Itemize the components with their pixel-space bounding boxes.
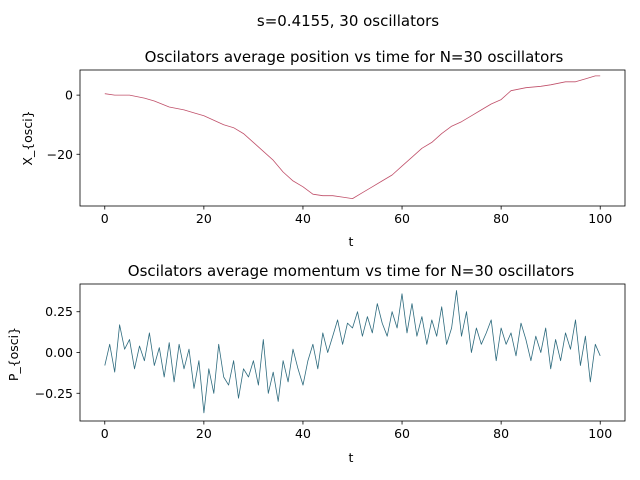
figure-suptitle: s=0.4155, 30 oscillators xyxy=(257,12,439,30)
momentum-ytick-label: −0.25 xyxy=(35,386,73,401)
position-xtick-label: 60 xyxy=(394,211,410,226)
momentum-plot: Oscilators average momentum vs time for … xyxy=(6,262,626,465)
position-plot-title: Oscilators average position vs time for … xyxy=(145,48,564,66)
position-plot-area: 0 20 40 60 80 100 0 −20 xyxy=(47,69,626,226)
momentum-xtick-label: 40 xyxy=(295,426,311,441)
momentum-xtick-label: 0 xyxy=(101,426,109,441)
momentum-axes-frame xyxy=(79,283,626,422)
position-xtick-label: 80 xyxy=(493,211,509,226)
position-xtick-label: 20 xyxy=(196,211,212,226)
position-ytick-label: −20 xyxy=(47,147,73,162)
momentum-xtick-label: 20 xyxy=(196,426,212,441)
position-axes-frame xyxy=(79,69,626,207)
momentum-plot-xlabel: t xyxy=(349,450,354,465)
position-xtick-label: 100 xyxy=(588,211,612,226)
momentum-ytick-label: 0.25 xyxy=(45,304,73,319)
position-plot: Oscilators average position vs time for … xyxy=(20,48,626,249)
momentum-plot-title: Oscilators average momentum vs time for … xyxy=(128,262,575,280)
momentum-ytick-label: 0.00 xyxy=(45,345,73,360)
position-plot-xlabel: t xyxy=(349,234,354,249)
momentum-plot-ylabel: P_{osci} xyxy=(6,327,21,381)
position-xtick-label: 40 xyxy=(295,211,311,226)
position-ytick-label: 0 xyxy=(65,88,73,103)
momentum-plot-area: 0 20 40 60 80 100 0.25 0.00 −0.25 xyxy=(35,283,626,441)
momentum-series-line-0 xyxy=(104,290,601,414)
position-xtick-label: 0 xyxy=(101,211,109,226)
momentum-xtick-label: 80 xyxy=(493,426,509,441)
position-series-line-0 xyxy=(104,75,601,200)
position-plot-ylabel: X_{osci} xyxy=(20,110,35,165)
momentum-xtick-label: 100 xyxy=(588,426,612,441)
momentum-xtick-label: 60 xyxy=(394,426,410,441)
